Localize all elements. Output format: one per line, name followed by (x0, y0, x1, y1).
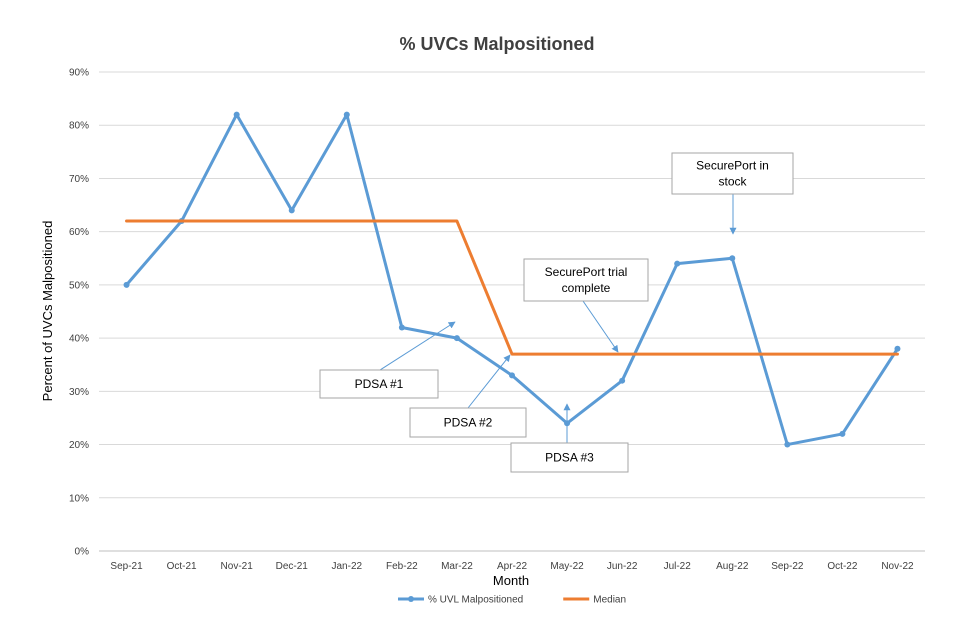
data-point (233, 111, 240, 118)
y-tick-label: 30% (69, 387, 89, 398)
x-tick-label: Mar-22 (441, 561, 473, 572)
y-tick-label: 90% (69, 68, 89, 79)
annotation-box (510, 442, 629, 473)
data-point (729, 255, 736, 262)
x-axis-title: Month (493, 573, 529, 588)
x-tick-label: Jun-22 (607, 561, 638, 572)
annotation-arrow (379, 321, 456, 371)
series-layer (123, 111, 901, 448)
annotation-box (523, 258, 649, 302)
data-point (453, 335, 460, 342)
annotation-label: PDSA #3 (545, 451, 594, 465)
data-point (509, 372, 515, 379)
x-tick-label: Dec-21 (276, 561, 309, 572)
annotation-label: stock (718, 175, 747, 189)
annotation-box (671, 152, 794, 195)
y-tick-label: 60% (69, 227, 89, 238)
data-point (784, 441, 791, 448)
x-tick-label: Jan-22 (332, 561, 363, 572)
annotation-arrow (582, 300, 619, 353)
x-tick-label: Nov-22 (881, 561, 914, 572)
annotation-box (409, 407, 527, 438)
data-point (619, 377, 626, 384)
data-point (398, 324, 405, 331)
y-tick-label: 20% (69, 440, 89, 451)
data-point (839, 430, 846, 437)
y-axis: 0% 10% 20% 30% 40% 50% 60% 70% 80% 90% (69, 68, 89, 558)
annotation-label: complete (562, 281, 611, 295)
x-tick-label: Apr-22 (497, 561, 527, 572)
x-axis: Sep-21 Oct-21 Nov-21 Dec-21 Jan-22 Feb-22 Mar-… (110, 561, 914, 572)
annotation-arrow (467, 354, 511, 409)
annotation-label: SecurePort in (696, 159, 769, 173)
y-tick-label: 80% (69, 121, 89, 132)
x-tick-label: Aug-22 (716, 561, 749, 572)
series-line-median (125, 219, 899, 356)
annotation-label: PDSA #2 (444, 416, 493, 430)
y-axis-title: Percent of UVCs Malpositioned (40, 221, 55, 402)
data-point (674, 260, 681, 267)
annotation-label: PDSA #1 (355, 377, 404, 391)
x-tick-label: Jul-22 (664, 561, 692, 572)
annotation-label: SecurePort trial (545, 265, 628, 279)
data-point (894, 345, 901, 352)
data-point (288, 207, 295, 214)
x-tick-label: Nov-21 (221, 561, 254, 572)
annotations-layer: PDSA #1 PDSA #2 PDSA #3 SecurePort trial com… (319, 152, 794, 473)
x-tick-label: Oct-21 (167, 561, 197, 572)
x-tick-label: May-22 (550, 561, 584, 572)
y-tick-label: 70% (69, 174, 89, 185)
y-tick-label: 40% (69, 334, 89, 345)
data-point (123, 281, 130, 288)
x-tick-label: Sep-22 (771, 561, 804, 572)
y-tick-label: 10% (69, 493, 89, 504)
legend-marker (408, 596, 414, 602)
chart-title: % UVCs Malpositioned (399, 34, 594, 54)
x-tick-label: Sep-21 (110, 561, 143, 572)
y-tick-label: 50% (69, 280, 89, 291)
grid (99, 71, 925, 552)
data-point (343, 111, 350, 118)
x-tick-label: Oct-22 (827, 561, 857, 572)
legend: % UVL Malpositioned Median (398, 595, 626, 606)
y-tick-label: 0% (75, 547, 90, 558)
legend-label: % UVL Malpositioned (428, 595, 523, 606)
x-tick-label: Feb-22 (386, 561, 418, 572)
legend-label: Median (593, 595, 626, 606)
annotation-box (319, 369, 439, 399)
